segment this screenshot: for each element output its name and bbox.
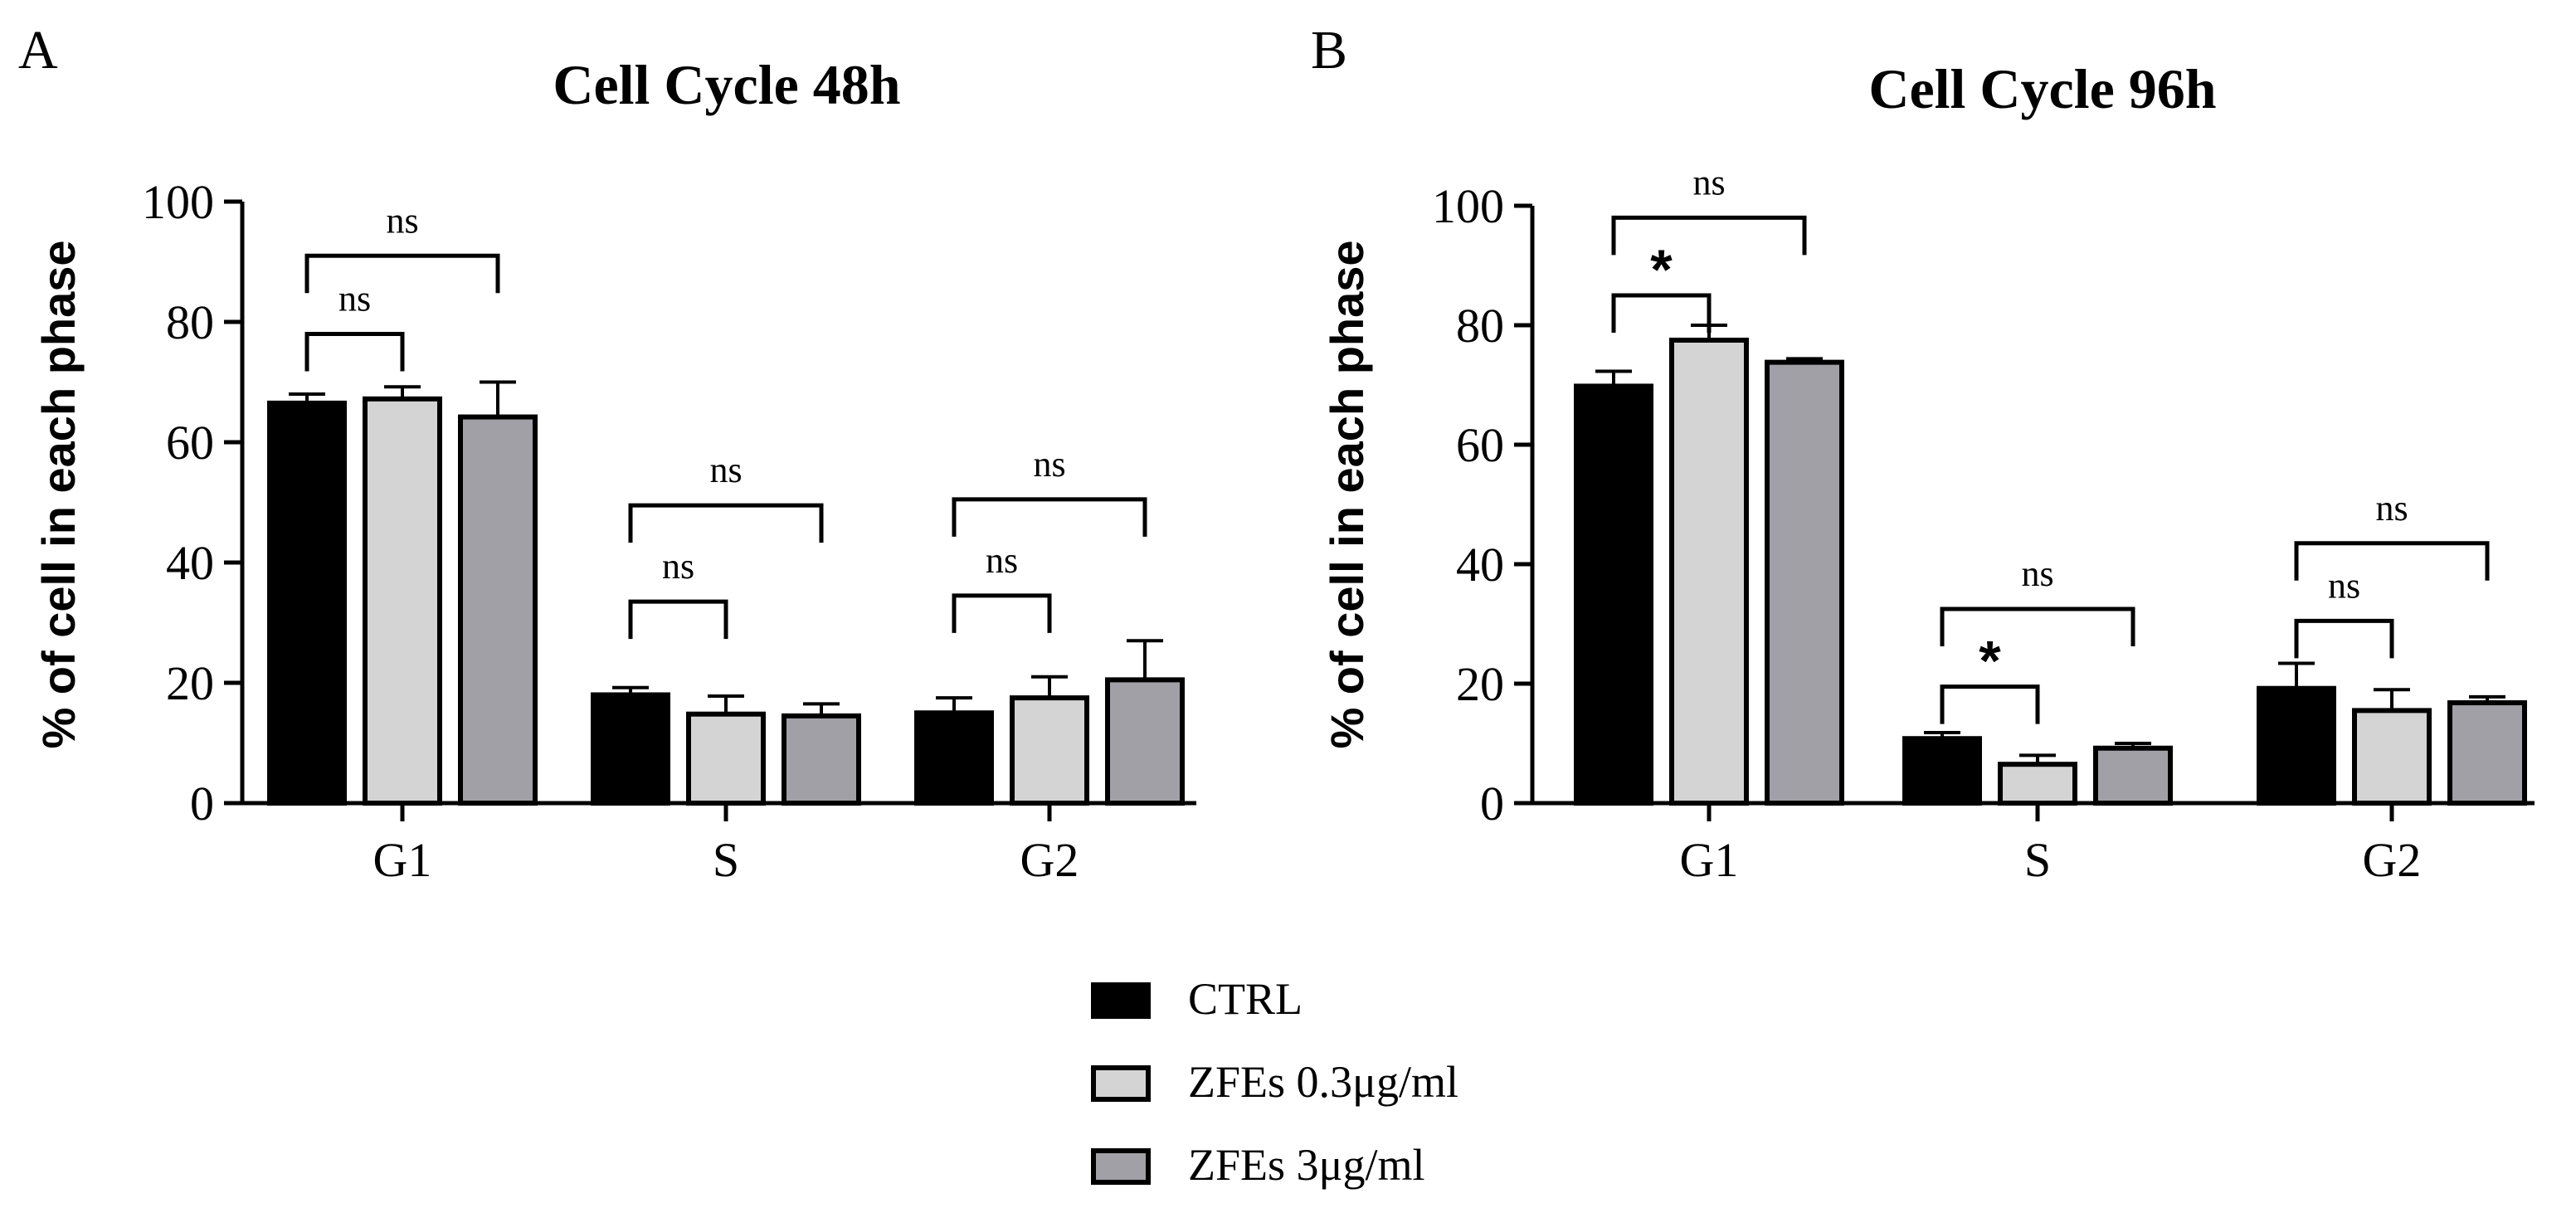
panel-b-y-tick-label: 0 bbox=[1480, 777, 1504, 830]
panel-b-sig-label-g1-0: * bbox=[1650, 238, 1673, 301]
panel-a-sig-bracket-g2-5 bbox=[952, 497, 1147, 537]
panel-a-bar-g2-zfes-3-g-ml bbox=[1105, 677, 1185, 806]
panel-a-x-tick-label-g1: G1 bbox=[373, 833, 432, 887]
legend-swatch-ctrl bbox=[1091, 982, 1151, 1019]
legend-item-zfes-high: ZFEs 3μg/ml bbox=[1091, 1140, 1424, 1190]
panel-b-sig-label-s-3: ns bbox=[2021, 553, 2053, 594]
panel-b: B Cell Cycle 96h % of cell in each phase… bbox=[1311, 20, 2535, 887]
panel-a-sig-label-s-2: ns bbox=[662, 546, 694, 587]
panel-b-sig-label-g1-1: ns bbox=[1692, 162, 1725, 202]
panel-a-bar-g2-ctrl bbox=[914, 710, 994, 806]
panel-a-y-axis-label: % of cell in each phase bbox=[32, 240, 85, 748]
panel-b-bar-g1-ctrl bbox=[1574, 383, 1653, 806]
legend-label-zfes-high: ZFEs 3μg/ml bbox=[1188, 1140, 1424, 1190]
panel-a-bar-s-zfes-3-g-ml bbox=[782, 713, 861, 806]
panel-a-y-tick-label: 0 bbox=[190, 777, 214, 830]
panel-a: A Cell Cycle 48h % of cell in each phase… bbox=[18, 20, 1196, 887]
panel-b-sig-bracket-g2-4 bbox=[2294, 618, 2394, 659]
panel-b-sig-label-s-2: * bbox=[1979, 630, 2001, 693]
panel-a-sig-label-g2-4: ns bbox=[986, 540, 1018, 581]
panel-b-sig-bracket-g1-1 bbox=[1611, 215, 1807, 256]
panel-b-sig-label-g2-5: ns bbox=[2375, 488, 2408, 528]
panel-b-y-tick-label: 40 bbox=[1456, 538, 1504, 592]
panel-a-y-tick-label: 60 bbox=[166, 416, 214, 470]
panel-a-sig-bracket-g2-4 bbox=[952, 593, 1052, 633]
panel-a-sig-label-g1-0: ns bbox=[338, 279, 371, 319]
legend: CTRL ZFEs 0.3μg/ml ZFEs 3μg/ml bbox=[1091, 974, 1458, 1190]
panel-a-bar-g1-zfes-3-g-ml bbox=[458, 414, 538, 806]
panel-b-bar-g2-ctrl bbox=[2257, 685, 2336, 806]
panel-a-bar-s-zfes-0-3-g-ml bbox=[686, 711, 766, 806]
panel-b-bar-g2-zfes-3-g-ml bbox=[2447, 700, 2527, 806]
panel-b-bar-g2-zfes-0-3-g-ml bbox=[2352, 708, 2432, 806]
panel-a-sig-bracket-g1-0 bbox=[304, 332, 405, 372]
legend-item-zfes-low: ZFEs 0.3μg/ml bbox=[1091, 1057, 1458, 1107]
panel-a-y-tick-label: 80 bbox=[166, 295, 214, 349]
legend-label-ctrl: CTRL bbox=[1188, 974, 1303, 1024]
legend-swatch-zfes-high bbox=[1091, 1148, 1151, 1185]
panel-a-x-tick-label-s: S bbox=[713, 833, 739, 887]
panel-b-y-tick-label: 80 bbox=[1456, 299, 1504, 353]
panel-a-sig-bracket-s-3 bbox=[628, 503, 824, 543]
panel-b-y-axis-label: % of cell in each phase bbox=[1321, 240, 1373, 748]
panel-a-letter: A bbox=[18, 20, 58, 80]
panel-b-x-tick-label-s: S bbox=[2024, 833, 2051, 887]
panel-a-sig-label-g2-5: ns bbox=[1033, 444, 1065, 485]
legend-swatch-zfes-low bbox=[1091, 1065, 1151, 1102]
panel-b-y-tick-label: 60 bbox=[1456, 418, 1504, 472]
panel-b-sig-bracket-s-2 bbox=[1940, 684, 2040, 724]
panel-b-x-tick-label-g2: G2 bbox=[2363, 833, 2422, 887]
panel-b-sig-bracket-s-3 bbox=[1940, 606, 2135, 646]
panel-b-x-tick-label-g1: G1 bbox=[1680, 833, 1739, 887]
panel-a-sig-bracket-g1-1 bbox=[304, 253, 500, 294]
panel-a-y-tick-label: 20 bbox=[166, 656, 214, 710]
panel-b-bar-s-zfes-3-g-ml bbox=[2093, 745, 2173, 806]
panel-b-y-tick-label: 20 bbox=[1456, 657, 1504, 711]
panel-b-sig-bracket-g2-5 bbox=[2294, 541, 2490, 581]
panel-b-bar-g1-zfes-0-3-g-ml bbox=[1669, 338, 1749, 806]
panel-a-x-tick-label-g2: G2 bbox=[1020, 833, 1079, 887]
panel-a-sig-label-s-3: ns bbox=[709, 450, 742, 490]
panel-b-sig-label-g2-4: ns bbox=[2328, 565, 2360, 606]
panel-a-title: Cell Cycle 48h bbox=[553, 53, 900, 116]
panel-b-bar-g1-zfes-3-g-ml bbox=[1765, 359, 1844, 806]
legend-label-zfes-low: ZFEs 0.3μg/ml bbox=[1188, 1057, 1458, 1107]
panel-b-sig-bracket-g1-0 bbox=[1611, 293, 1712, 333]
panel-a-bar-g1-zfes-0-3-g-ml bbox=[363, 396, 442, 806]
panel-a-y-tick-label: 100 bbox=[142, 175, 214, 229]
panel-a-y-tick-label: 40 bbox=[166, 536, 214, 590]
panel-a-bar-g2-zfes-0-3-g-ml bbox=[1010, 695, 1089, 806]
panel-b-y-tick-label: 100 bbox=[1432, 179, 1504, 233]
panel-a-sig-bracket-s-2 bbox=[628, 599, 728, 640]
panel-b-bar-s-ctrl bbox=[1902, 736, 1982, 806]
panel-b-bar-s-zfes-0-3-g-ml bbox=[1998, 762, 2077, 806]
panel-b-letter: B bbox=[1311, 20, 1347, 80]
legend-item-ctrl: CTRL bbox=[1091, 974, 1303, 1024]
panel-a-bar-g1-ctrl bbox=[267, 400, 347, 806]
panel-b-title: Cell Cycle 96h bbox=[1868, 57, 2216, 120]
panel-a-bar-s-ctrl bbox=[591, 692, 670, 806]
panel-a-sig-label-g1-1: ns bbox=[386, 200, 418, 241]
